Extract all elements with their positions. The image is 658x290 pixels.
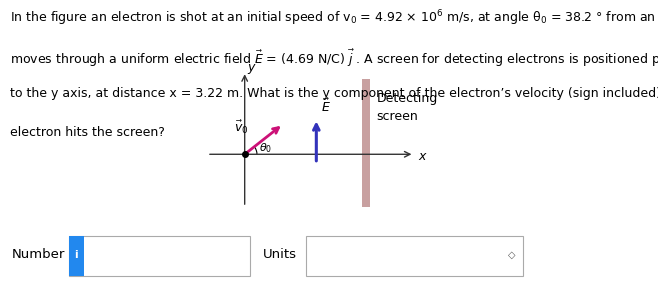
Text: to the y axis, at distance x = 3.22 m. What is the y component of the electron’s: to the y axis, at distance x = 3.22 m. W… xyxy=(10,87,658,100)
Text: Detecting: Detecting xyxy=(376,92,438,105)
Text: i: i xyxy=(74,250,78,260)
Text: In the figure an electron is shot at an initial speed of v$_0$ = 4.92 × 10$^6$ m: In the figure an electron is shot at an … xyxy=(10,9,658,28)
Bar xyxy=(361,79,370,207)
Text: screen: screen xyxy=(376,110,418,123)
Bar xyxy=(69,236,84,276)
Text: electron hits the screen?: electron hits the screen? xyxy=(10,126,164,139)
Text: $\vec{v}_0$: $\vec{v}_0$ xyxy=(234,119,248,136)
Bar xyxy=(69,236,250,276)
Bar xyxy=(306,236,523,276)
Text: $\vec{E}$: $\vec{E}$ xyxy=(321,97,331,115)
Text: y: y xyxy=(247,61,255,74)
Text: moves through a uniform electric field $\vec{E}$ = (4.69 N/C) $\vec{j}$ . A scre: moves through a uniform electric field $… xyxy=(10,48,658,69)
Text: Units: Units xyxy=(263,249,297,261)
Text: x: x xyxy=(418,150,426,163)
Text: Number: Number xyxy=(12,249,65,261)
Text: ◇: ◇ xyxy=(508,250,516,260)
Text: $\theta_0$: $\theta_0$ xyxy=(259,141,272,155)
